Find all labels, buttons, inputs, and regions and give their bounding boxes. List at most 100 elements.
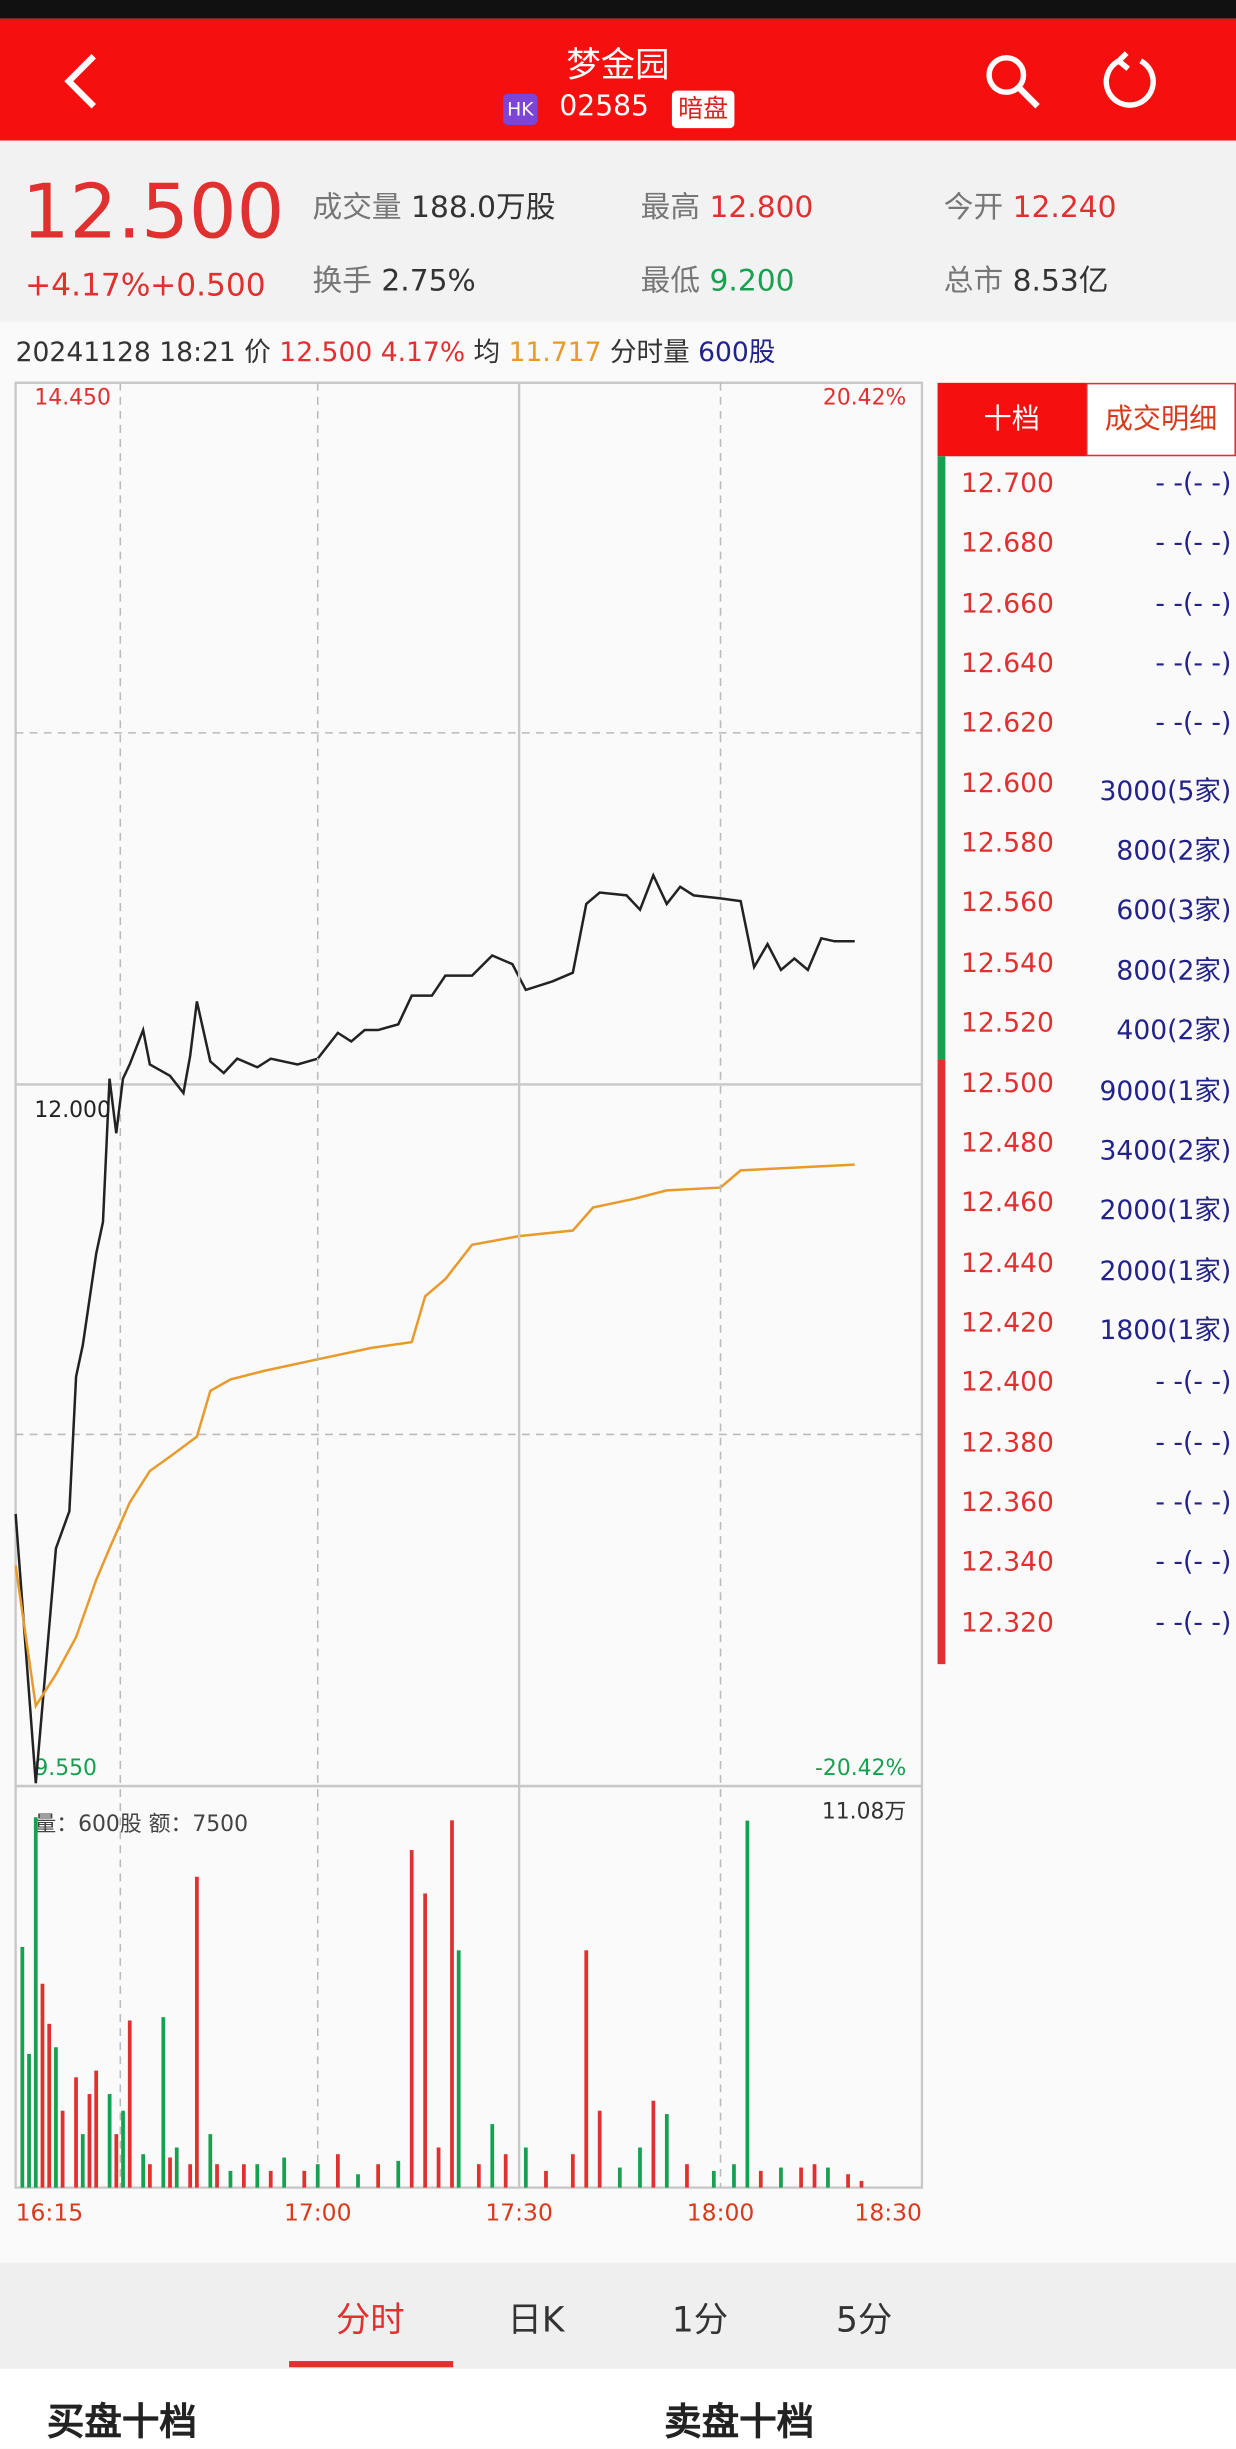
book-volume: - -(- -)	[1155, 1487, 1232, 1519]
period-tab[interactable]: 分时	[335, 2301, 405, 2341]
book-volume: 2000(1家)	[1099, 1255, 1232, 1287]
status-bar	[0, 0, 1236, 19]
x-tick-label: 18:00	[687, 2199, 755, 2227]
volume-bar	[711, 2170, 716, 2188]
book-price: 12.420	[960, 1307, 1054, 1339]
volume-bar	[215, 2164, 219, 2188]
volume-bar	[87, 2094, 92, 2188]
volume-bar	[114, 2134, 119, 2188]
book-volume: - -(- -)	[1155, 1367, 1232, 1399]
book-volume: 600(3家)	[1116, 896, 1232, 928]
y2-tick-label: -20.42%	[815, 1756, 906, 1781]
book-price: 12.400	[960, 1367, 1054, 1399]
book-volume: 800(2家)	[1116, 836, 1232, 868]
volume-bar	[141, 2154, 146, 2188]
volume-bar	[302, 2170, 307, 2188]
book-volume: 3400(2家)	[1099, 1135, 1232, 1168]
y2-tick-label: 20.42%	[823, 385, 906, 410]
volume-bar	[242, 2164, 246, 2188]
volume-bar	[638, 2147, 642, 2188]
period-tab[interactable]: 5分	[835, 2301, 893, 2341]
stat: 总市 8.53亿	[944, 258, 1109, 300]
info-avg: 11.717	[508, 337, 602, 369]
volume-bar	[396, 2160, 401, 2188]
volume-bar	[20, 1946, 25, 2188]
info-label: 分时量	[609, 337, 690, 369]
volume-bar	[27, 2053, 31, 2188]
period-tab[interactable]: 1分	[671, 2301, 729, 2341]
volume-bar	[732, 2164, 736, 2188]
volume-bar	[228, 2170, 233, 2188]
volume-bar	[476, 2164, 481, 2188]
stat-value: 12.800	[709, 190, 814, 226]
footer: 买盘十档 卖盘十档	[0, 2368, 1236, 2449]
volume-bar	[80, 2134, 85, 2188]
volume-bar	[423, 1893, 428, 2188]
book-volume: 800(2家)	[1116, 955, 1232, 988]
volume-bar	[570, 2154, 575, 2188]
footer-title: 买盘十档	[46, 2400, 197, 2444]
book-volume: 3000(5家)	[1099, 776, 1232, 808]
book-price: 12.600	[960, 768, 1054, 800]
book-volume: 9000(1家)	[1099, 1075, 1232, 1108]
y-tick-label: 11.08万	[822, 1800, 906, 1825]
search-button[interactable]	[981, 50, 1044, 113]
tab-active[interactable]: 十档	[937, 382, 1086, 457]
volume-bar	[503, 2154, 508, 2188]
volume-bar	[584, 1950, 589, 2188]
volume-bar	[826, 2167, 830, 2188]
volume-bar	[409, 1850, 414, 2188]
stat-value: 9.200	[709, 264, 795, 299]
volume-bar	[664, 2114, 669, 2188]
book-volume: - -(- -)	[1155, 1547, 1232, 1579]
book-price: 12.560	[960, 888, 1054, 920]
period-tabs	[0, 2262, 1236, 2369]
volume-bar	[779, 2167, 783, 2188]
book-price: 12.500	[960, 1068, 1054, 1100]
volume-bar	[651, 2100, 656, 2188]
stat-value: 8.53亿	[1012, 264, 1109, 299]
volume-bar	[597, 2110, 602, 2188]
stat-label: 最低	[640, 264, 701, 299]
volume-bar	[127, 2020, 132, 2188]
volume-bar	[47, 2023, 52, 2188]
info-price: 12.500	[279, 337, 373, 369]
book-volume: 1800(1家)	[1099, 1315, 1232, 1347]
volume-bar	[255, 2164, 260, 2188]
book-volume: - -(- -)	[1155, 1427, 1232, 1459]
book-price: 12.320	[960, 1607, 1054, 1639]
volume-bar	[490, 2124, 495, 2188]
x-tick-label: 17:00	[284, 2199, 352, 2227]
volume-bar	[456, 1950, 461, 2188]
book-price: 12.520	[960, 1008, 1054, 1040]
book-price: 12.660	[960, 588, 1054, 620]
volume-bar	[758, 2170, 763, 2188]
tab[interactable]: 成交明细	[1085, 382, 1236, 457]
volume-bar	[121, 2110, 125, 2188]
period-tab[interactable]: 日K	[507, 2301, 565, 2341]
y-tick-label: 12.000	[34, 1098, 111, 1123]
stat-label: 换手	[312, 264, 372, 299]
book-price: 12.680	[960, 528, 1054, 560]
volume-bar	[544, 2170, 548, 2188]
chart-frame	[14, 381, 924, 2189]
volume-bar	[161, 2017, 166, 2188]
stat-label: 成交量	[312, 190, 402, 226]
volume-bar	[799, 2167, 803, 2188]
info-pct: 4.17%	[380, 337, 466, 369]
refresh-button[interactable]	[1098, 50, 1161, 113]
y-tick-label: 9.550	[34, 1756, 97, 1781]
quote-panel: 12.500 +4.17% +0.500 成交量 188.0万股 换手 2.75…	[0, 140, 1236, 322]
stat-label: 今开	[943, 190, 1004, 226]
volume-bar	[282, 2157, 287, 2188]
volume-bar	[168, 2157, 172, 2188]
x-tick-label: 16:15	[16, 2199, 84, 2227]
book-volume: - -(- -)	[1155, 528, 1232, 560]
ask-side-bar	[937, 456, 946, 1060]
session-badge: 暗盘	[671, 90, 735, 129]
back-button[interactable]	[56, 50, 103, 113]
last-price: 12.500	[21, 168, 285, 257]
volume-bar	[450, 1820, 454, 2188]
info-time: 18:21	[159, 337, 236, 369]
